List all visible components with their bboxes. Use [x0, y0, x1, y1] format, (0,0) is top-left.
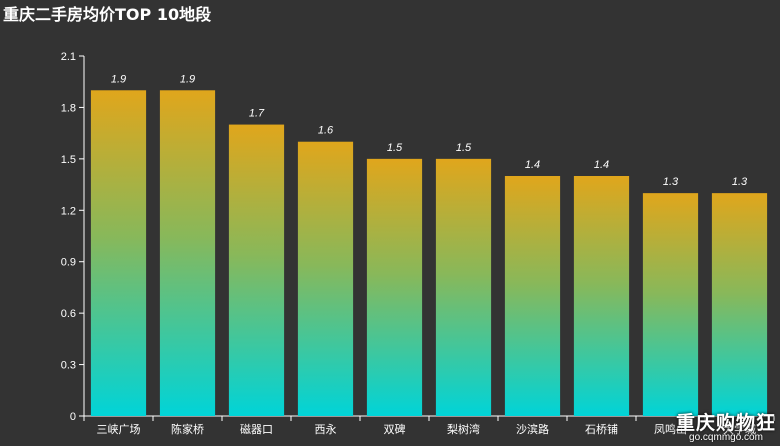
- y-tick-label: 0.3: [61, 360, 76, 372]
- y-tick-label: 0: [70, 411, 76, 423]
- data-label: 1.9: [180, 73, 195, 85]
- x-tick-label: 三峡广场: [97, 422, 141, 436]
- bar: [228, 124, 285, 417]
- data-label: 1.4: [594, 159, 609, 171]
- bar: [711, 193, 768, 416]
- x-tick-label: 磁器口: [240, 423, 273, 436]
- watermark-main: 重庆购物狂: [675, 412, 776, 434]
- data-label: 1.3: [663, 176, 679, 188]
- data-label: 1.7: [249, 108, 265, 120]
- labels: 三峡广场 1.9 陈家桥 1.9 磁器口 1.7 西永 1.6 双碑 1.5 梨树湾 1.5 沙滨路 1.…: [97, 73, 757, 436]
- bar: [297, 141, 354, 416]
- data-label: 1.9: [111, 73, 126, 85]
- data-label: 1.4: [525, 159, 540, 171]
- bars: [90, 90, 768, 417]
- x-tick-label: 石桥铺: [585, 423, 618, 436]
- bar: [642, 193, 699, 416]
- data-label: 1.6: [318, 125, 334, 137]
- chart-title: 重庆二手房均价TOP 10地段: [3, 5, 212, 24]
- x-tick-label: 西永: [315, 422, 337, 436]
- watermark-sub: go.cqmmgo.com: [689, 432, 763, 443]
- bar: [366, 158, 423, 416]
- bar: [90, 90, 147, 417]
- x-tick-label: 沙滨路: [516, 422, 549, 436]
- x-tick-label: 梨树湾: [447, 422, 480, 436]
- bar: [435, 158, 492, 416]
- data-label: 1.5: [387, 142, 403, 154]
- y-tick-label: 2.1: [61, 51, 76, 63]
- y-tick-label: 0.6: [61, 308, 76, 320]
- bar: [159, 90, 216, 417]
- axes: 0 0.3 0.6 0.9 1.2 1.5 1.8 2.1: [61, 51, 775, 423]
- x-tick-label: 双碑: [384, 423, 406, 436]
- y-tick-label: 1.2: [61, 205, 76, 217]
- bar: [504, 176, 561, 416]
- x-tick-label: 大学城: [723, 422, 756, 436]
- watermark: 重庆购物狂 go.cqmmgo.com: [676, 414, 776, 443]
- x-tick-label: 凤鸣山: [654, 422, 687, 436]
- y-tick-label: 1.8: [61, 102, 76, 114]
- x-tick-label: 陈家桥: [171, 422, 204, 436]
- bar: [573, 176, 630, 416]
- data-label: 1.5: [456, 142, 472, 154]
- y-tick-label: 0.9: [61, 257, 76, 269]
- y-tick-label: 1.5: [61, 154, 76, 166]
- data-label: 1.3: [732, 176, 748, 188]
